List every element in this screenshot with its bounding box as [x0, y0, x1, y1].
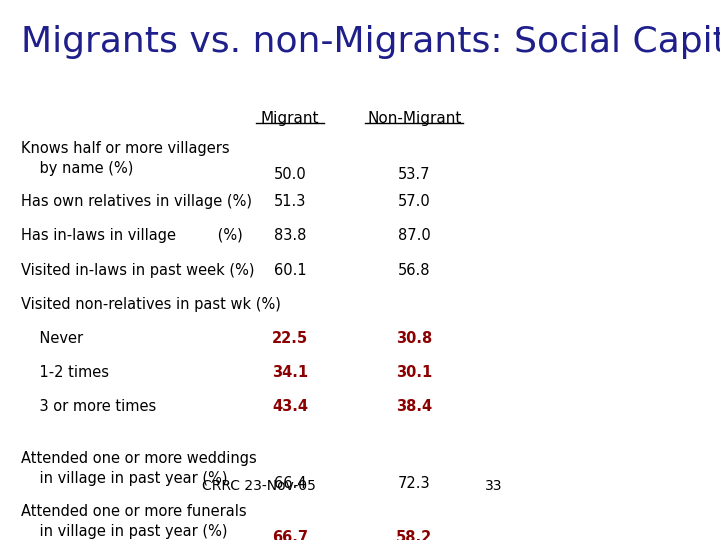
Text: 72.3: 72.3 [398, 476, 431, 491]
Text: Migrants vs. non-Migrants: Social Capital: Migrants vs. non-Migrants: Social Capita… [21, 25, 720, 59]
Text: 1-2 times: 1-2 times [21, 365, 109, 380]
Text: Has in-laws in village         (%): Has in-laws in village (%) [21, 228, 243, 243]
Text: Never: Never [21, 331, 83, 346]
Text: Knows half or more villagers
    by name (%): Knows half or more villagers by name (%) [21, 141, 230, 176]
Text: 83.8: 83.8 [274, 228, 306, 243]
Text: 87.0: 87.0 [398, 228, 431, 243]
Text: 57.0: 57.0 [398, 194, 431, 209]
Text: Non-Migrant: Non-Migrant [367, 111, 462, 126]
Text: 43.4: 43.4 [272, 400, 308, 414]
Text: 30.8: 30.8 [396, 331, 433, 346]
Text: 38.4: 38.4 [396, 400, 432, 414]
Text: 53.7: 53.7 [398, 167, 431, 181]
Text: Attended one or more funerals
    in village in past year (%): Attended one or more funerals in village… [21, 504, 246, 539]
Text: Has own relatives in village (%): Has own relatives in village (%) [21, 194, 252, 209]
Text: 58.2: 58.2 [396, 530, 433, 540]
Text: 66.7: 66.7 [272, 530, 308, 540]
Text: 3 or more times: 3 or more times [21, 400, 156, 414]
Text: 30.1: 30.1 [396, 365, 433, 380]
Text: 33: 33 [485, 480, 503, 494]
Text: 51.3: 51.3 [274, 194, 306, 209]
Text: Migrant: Migrant [261, 111, 319, 126]
Text: 60.1: 60.1 [274, 262, 306, 278]
Text: 56.8: 56.8 [398, 262, 431, 278]
Text: 50.0: 50.0 [274, 167, 306, 181]
Text: 66.4: 66.4 [274, 476, 306, 491]
Text: CRRC 23-Nov-05: CRRC 23-Nov-05 [202, 480, 316, 494]
Text: Attended one or more weddings
    in village in past year (%): Attended one or more weddings in village… [21, 451, 256, 485]
Text: Visited non-relatives in past wk (%): Visited non-relatives in past wk (%) [21, 297, 281, 312]
Text: 34.1: 34.1 [272, 365, 308, 380]
Text: 22.5: 22.5 [272, 331, 308, 346]
Text: Visited in-laws in past week (%): Visited in-laws in past week (%) [21, 262, 254, 278]
